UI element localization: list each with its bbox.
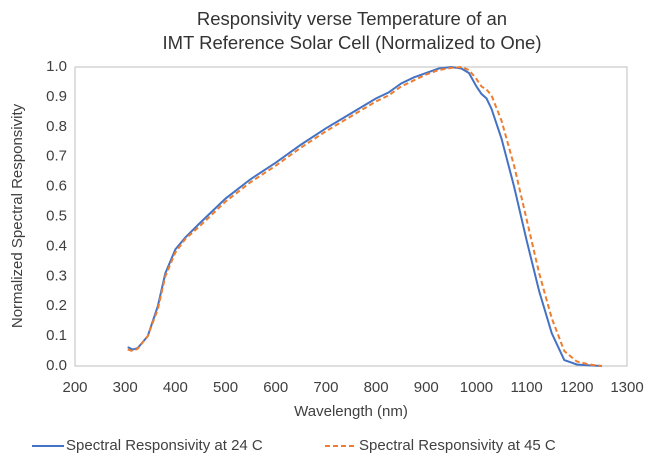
y-tick-label: 0.2 <box>46 297 67 314</box>
x-tick-label: 700 <box>313 379 338 396</box>
series-line <box>127 65 602 367</box>
y-tick-label: 0.4 <box>46 237 67 254</box>
x-tick-label: 1000 <box>460 379 493 396</box>
y-tick-label: 0.3 <box>46 267 67 284</box>
x-tick-label: 1300 <box>610 379 643 396</box>
y-tick-label: 0.5 <box>46 207 67 224</box>
x-tick-label: 300 <box>113 379 138 396</box>
series-line <box>127 65 603 367</box>
chart-title: Responsivity verse Temperature of an <box>197 8 507 29</box>
legend-label: Spectral Responsivity at 24 C <box>66 437 263 454</box>
x-tick-label: 400 <box>163 379 188 396</box>
y-tick-label: 1.0 <box>46 58 67 75</box>
x-axis-title: Wavelength (nm) <box>294 403 408 420</box>
y-tick-label: 0.0 <box>46 357 67 374</box>
x-tick-label: 800 <box>364 379 389 396</box>
y-tick-label: 0.7 <box>46 148 67 165</box>
legend-label: Spectral Responsivity at 45 C <box>359 437 556 454</box>
x-tick-label: 1200 <box>560 379 593 396</box>
x-tick-label: 1100 <box>511 379 543 396</box>
y-tick-label: 0.1 <box>46 327 67 344</box>
y-tick-label: 0.9 <box>46 88 67 105</box>
x-tick-label: 600 <box>263 379 288 396</box>
chart-title: IMT Reference Solar Cell (Normalized to … <box>162 32 541 53</box>
x-tick-label: 900 <box>414 379 439 396</box>
x-tick-label: 500 <box>213 379 238 396</box>
y-axis-title: Normalized Spectral Responsivity <box>9 103 26 328</box>
y-tick-label: 0.6 <box>46 178 67 195</box>
y-tick-label: 0.8 <box>46 118 67 135</box>
x-tick-label: 200 <box>62 379 87 396</box>
plot-border <box>74 66 628 367</box>
